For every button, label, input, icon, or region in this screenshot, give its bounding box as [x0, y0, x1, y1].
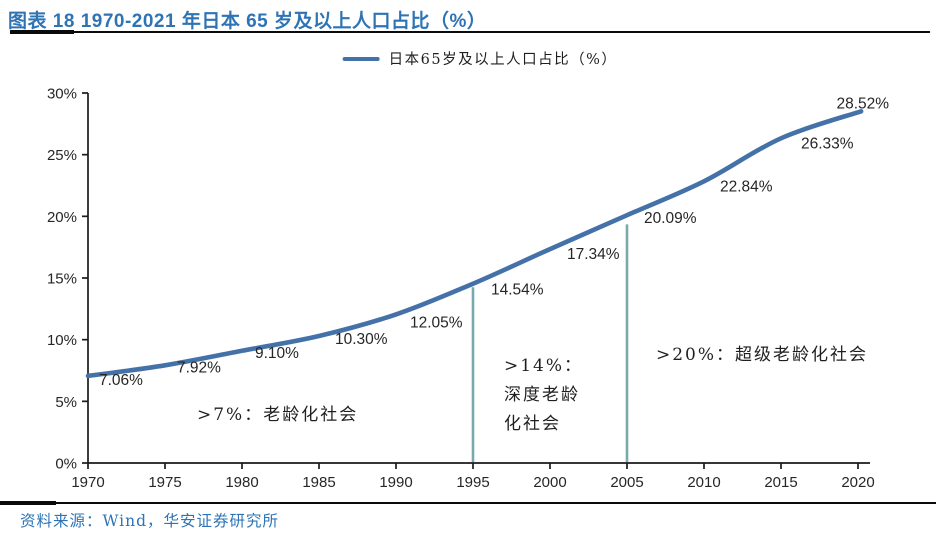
x-axis: 1970 1975 1980 1985 1990 1995 2000 2005 2010 2015… — [71, 462, 875, 491]
data-label: 28.52% — [837, 95, 890, 112]
annotation-deep-line2: 深度老龄 — [504, 385, 580, 405]
legend-label: 日本65岁及以上人口占比（%） — [388, 52, 618, 68]
y-tick-label: 0% — [55, 456, 77, 473]
annotation-deep-aging-society: >14%： 深度老龄 化社会 — [504, 352, 583, 439]
page-title: 图表 18 1970-2021 年日本 65 岁及以上人口占比（%） — [8, 11, 487, 32]
footer-divider — [0, 502, 936, 504]
y-tick-label: 5% — [55, 394, 77, 411]
y-tick-label: 30% — [47, 86, 77, 103]
x-tick-label: 2005 — [610, 474, 643, 491]
data-label: 20.09% — [644, 210, 697, 227]
data-label: 14.54% — [491, 282, 544, 299]
data-label: 12.05% — [410, 314, 463, 331]
y-tick-label: 15% — [47, 271, 77, 288]
data-label: 7.06% — [99, 372, 143, 389]
data-label: 26.33% — [801, 135, 854, 152]
x-tick-label: 1980 — [225, 474, 258, 491]
title-divider — [10, 31, 930, 33]
x-tick-label: 1970 — [71, 474, 104, 491]
x-tick-label: 1990 — [379, 474, 412, 491]
data-label: 7.92% — [177, 359, 221, 376]
x-tick-label: 2020 — [841, 474, 874, 491]
x-tick-label: 1995 — [456, 474, 489, 491]
x-tick-label: 2010 — [687, 474, 720, 491]
y-tick-label: 20% — [47, 209, 77, 226]
y-tick-label: 25% — [47, 147, 77, 164]
annotation-deep-line3: 化社会 — [504, 414, 561, 434]
x-tick-label: 1985 — [302, 474, 335, 491]
y-tick-label: 10% — [47, 332, 77, 349]
y-axis: 0% 5% 10% 15% 20% 25% 30% — [47, 86, 89, 473]
footer-divider-accent — [0, 501, 56, 505]
series-line — [85, 109, 864, 379]
title-divider-accent — [10, 30, 74, 34]
data-label: 22.84% — [720, 178, 773, 195]
annotation-deep-line1: >14%： — [504, 356, 584, 376]
data-source: 资料来源：Wind，华安证券研究所 — [20, 512, 280, 530]
data-label: 10.30% — [335, 331, 388, 348]
reference-lines — [471, 224, 629, 462]
x-tick-label: 1975 — [148, 474, 181, 491]
x-tick-label: 2000 — [533, 474, 566, 491]
x-tick-label: 2015 — [764, 474, 797, 491]
chart-legend: 日本65岁及以上人口占比（%） — [342, 48, 618, 69]
data-labels: 7.06% 7.92% 9.10% 10.30% 12.05% 14.54% 17.34% 2… — [99, 95, 889, 389]
annotation-super-aging-society: >20%：超级老龄化社会 — [656, 345, 869, 365]
annotation-aging-society: >7%：老龄化社会 — [197, 405, 359, 425]
data-label: 9.10% — [255, 345, 299, 362]
data-label: 17.34% — [567, 246, 620, 263]
legend-line-swatch — [342, 56, 380, 61]
